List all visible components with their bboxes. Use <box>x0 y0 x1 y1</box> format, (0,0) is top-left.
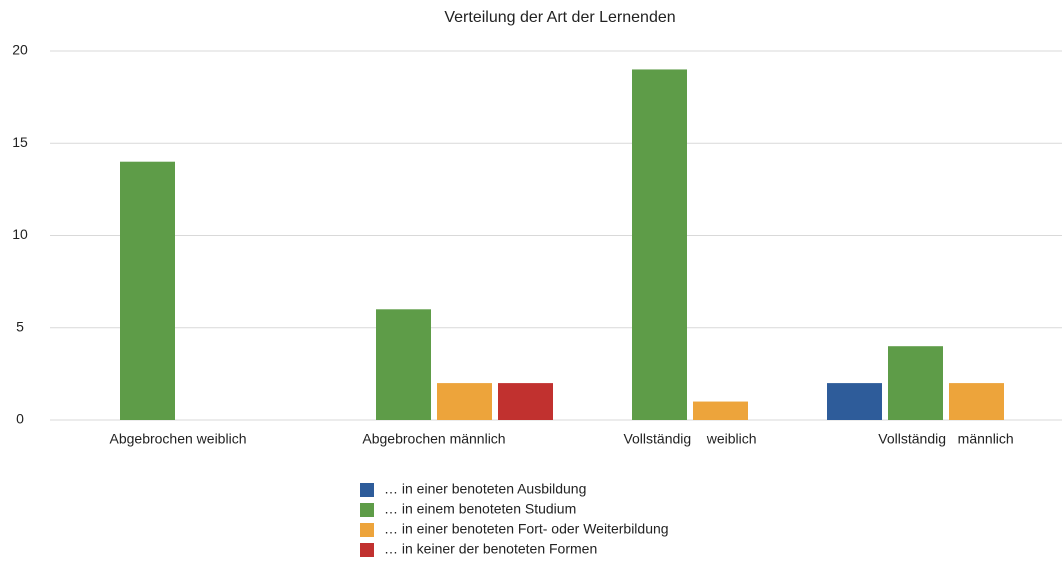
y-tick-label: 15 <box>12 134 28 150</box>
bar <box>437 383 492 420</box>
y-tick-label: 10 <box>12 226 28 242</box>
bar <box>888 346 943 420</box>
bar <box>632 69 687 420</box>
bar <box>498 383 553 420</box>
legend-swatch <box>360 503 374 517</box>
bar <box>120 161 175 420</box>
legend-label: … in einer benoteten Ausbildung <box>384 481 586 497</box>
y-tick-label: 0 <box>16 411 24 427</box>
legend-label: … in keiner der benoteten Formen <box>384 541 597 557</box>
bar <box>376 309 431 420</box>
y-tick-label: 20 <box>12 42 28 58</box>
legend-swatch <box>360 523 374 537</box>
x-tick-label: Vollständig weiblich <box>623 431 756 447</box>
x-tick-label: Abgebrochen weiblich <box>110 431 247 447</box>
bar <box>949 383 1004 420</box>
bar <box>827 383 882 420</box>
chart-title: Verteilung der Art der Lernenden <box>444 9 675 26</box>
legend-swatch <box>360 483 374 497</box>
y-tick-label: 5 <box>16 318 24 334</box>
x-tick-label: Abgebrochen männlich <box>362 431 505 447</box>
x-tick-label: Vollständig männlich <box>878 431 1013 447</box>
legend-label: … in einem benoteten Studium <box>384 501 576 517</box>
legend-swatch <box>360 543 374 557</box>
legend-label: … in einer benoteten Fort- oder Weiterbi… <box>384 521 669 537</box>
bar <box>693 401 748 420</box>
